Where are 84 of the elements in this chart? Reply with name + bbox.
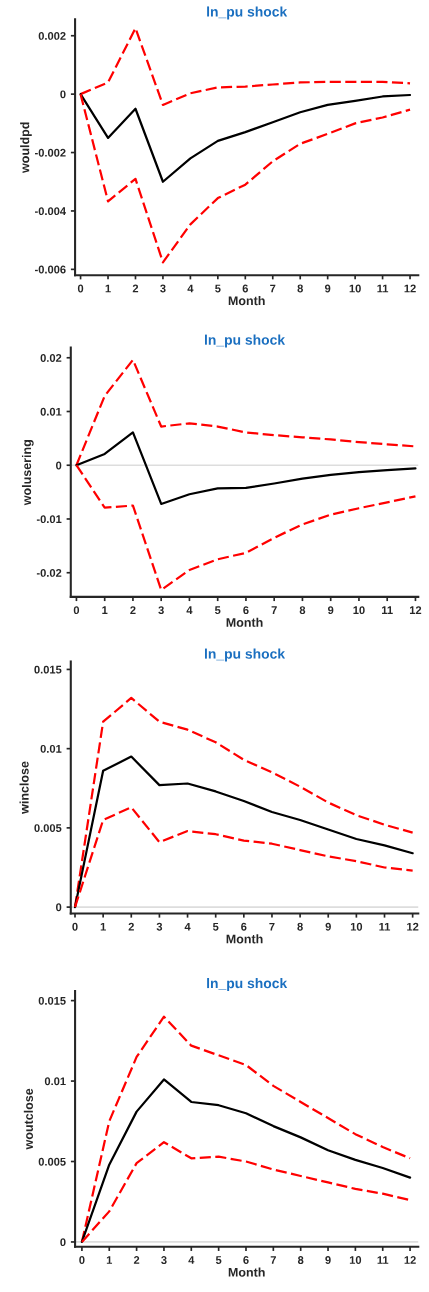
y-tick-label: -0.004 — [34, 207, 66, 216]
x-tick-label: 11 — [377, 1256, 389, 1264]
y-tick-label: 0 — [60, 1238, 66, 1247]
x-tick-label: 12 — [404, 1256, 416, 1264]
y-axis-title: wouldpd — [20, 122, 32, 174]
x-tick-label: 9 — [325, 1256, 331, 1264]
y-tick-label: 0.01 — [44, 1077, 66, 1086]
x-tick-label: 8 — [297, 284, 303, 293]
y-tick-label: 0.002 — [38, 32, 66, 40]
x-tick-label: 2 — [133, 1256, 140, 1264]
x-tick-label: 6 — [241, 922, 247, 931]
x-tick-label: 7 — [270, 284, 276, 293]
y-tick-label: -0.002 — [34, 148, 66, 157]
y-tick-label: 0.005 — [38, 1157, 66, 1166]
y-tick-label: 0.005 — [34, 824, 62, 833]
chart-title: ln_pu shock — [207, 978, 288, 991]
chart-title: ln_pu shock — [204, 648, 286, 662]
x-tick-label: 0 — [79, 1256, 85, 1264]
x-tick-label: 3 — [160, 284, 166, 293]
x-tick-label: 0 — [72, 922, 78, 931]
x-tick-label: 4 — [186, 606, 193, 614]
y-axis-title: woutclose — [23, 1088, 33, 1150]
x-tick-label: 4 — [184, 922, 191, 931]
x-tick-label: 3 — [156, 922, 163, 931]
line-series — [75, 431, 417, 506]
x-tick-label: 4 — [188, 1256, 195, 1264]
x-tick-label: 11 — [377, 284, 389, 293]
x-tick-label: 4 — [187, 284, 194, 293]
x-tick-label: 2 — [130, 606, 136, 614]
y-tick-label: 0.015 — [38, 996, 66, 1005]
x-tick-label: 9 — [325, 922, 331, 931]
y-tick-label: 0 — [60, 90, 66, 99]
x-tick-label: 1 — [102, 606, 108, 614]
y-tick-label: 0.02 — [40, 354, 62, 362]
x-tick-label: 8 — [297, 922, 303, 931]
x-tick-label: 7 — [269, 922, 275, 931]
x-tick-label: 6 — [243, 1256, 249, 1264]
x-tick-label: 3 — [161, 1256, 167, 1264]
x-tick-label: 5 — [215, 1256, 222, 1264]
x-axis-title: Month — [226, 617, 263, 627]
x-axis-title: Month — [226, 934, 263, 944]
x-tick-label: 1 — [106, 1256, 113, 1264]
x-tick-label: 12 — [409, 606, 422, 614]
x-tick-label: 2 — [132, 284, 139, 293]
x-tick-label: 1 — [105, 284, 111, 293]
y-tick-label: 0 — [56, 903, 62, 912]
x-tick-label: 11 — [382, 606, 393, 614]
x-tick-label: 2 — [128, 922, 134, 931]
x-tick-label: 10 — [350, 922, 363, 931]
x-tick-label: 10 — [353, 606, 365, 615]
x-tick-label: 9 — [327, 606, 334, 615]
x-tick-label: 10 — [349, 1256, 362, 1264]
chart-title: ln_pu shock — [207, 6, 288, 20]
x-tick-label: 7 — [271, 606, 277, 614]
x-tick-label: 8 — [297, 1256, 304, 1264]
x-axis-title: Month — [228, 295, 265, 306]
x-tick-label: 8 — [299, 606, 306, 615]
y-tick-label: -0.006 — [34, 265, 66, 274]
x-tick-label: 0 — [77, 284, 84, 293]
chart-title: ln_pu shock — [204, 334, 286, 348]
x-tick-label: 12 — [404, 284, 416, 293]
y-tick-label: 0 — [56, 461, 62, 470]
x-tick-label: 0 — [73, 606, 80, 615]
y-axis-title: wolusering — [21, 440, 34, 506]
x-tick-label: 10 — [349, 284, 361, 293]
y-axis-title: winclose — [19, 761, 29, 814]
x-tick-label: 5 — [212, 922, 219, 931]
x-tick-label: 6 — [242, 284, 248, 293]
x-tick-label: 1 — [100, 922, 106, 931]
y-tick-label: 0.015 — [34, 665, 62, 674]
line-series — [79, 93, 412, 183]
y-tick-label: -0.02 — [36, 568, 62, 577]
x-tick-label: 5 — [215, 284, 221, 293]
x-tick-label: 5 — [214, 606, 221, 615]
x-tick-label: 9 — [324, 284, 331, 293]
y-tick-label: 0.01 — [40, 744, 62, 753]
x-tick-label: 11 — [379, 922, 391, 931]
x-axis-title: Month — [228, 1267, 265, 1277]
x-tick-label: 12 — [407, 922, 419, 931]
y-tick-label: -0.01 — [36, 515, 62, 524]
x-tick-label: 7 — [270, 1256, 276, 1264]
y-tick-label: 0.01 — [40, 407, 62, 416]
x-tick-label: 3 — [158, 606, 164, 615]
x-tick-label: 6 — [243, 606, 249, 615]
